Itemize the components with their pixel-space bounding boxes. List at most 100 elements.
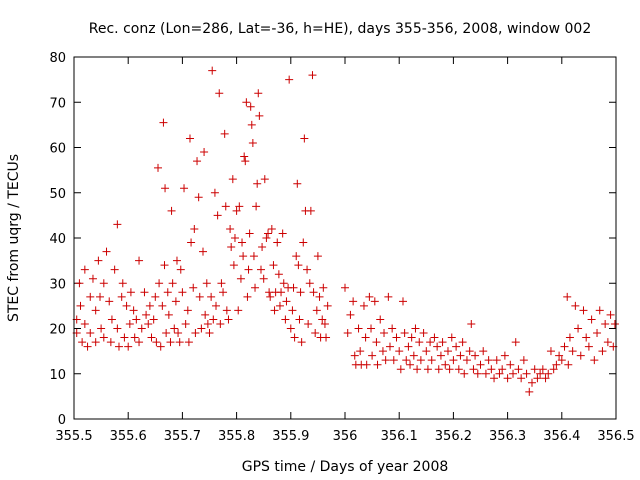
data-point (222, 306, 231, 315)
data-point (568, 347, 577, 356)
data-point (185, 134, 194, 143)
data-point (422, 347, 431, 356)
data-point (140, 288, 149, 297)
y-axis-label: STEC from uqrg / TECUs (6, 154, 22, 322)
data-point (370, 297, 379, 306)
data-point (576, 351, 585, 360)
data-point (598, 347, 607, 356)
data-point (511, 338, 520, 347)
data-point (239, 252, 248, 261)
chart-title: Rec. conz (Lon=286, Lat=-36, h=HE), days… (89, 21, 591, 37)
data-point (595, 306, 604, 315)
data-point (164, 310, 173, 319)
x-tick-label: 356.4 (543, 429, 580, 444)
data-point (241, 157, 250, 166)
data-point (151, 292, 160, 301)
data-point (234, 306, 243, 315)
data-point (91, 338, 100, 347)
data-point (286, 324, 295, 333)
data-point (191, 329, 200, 338)
data-point (560, 342, 569, 351)
data-point (409, 351, 418, 360)
data-point (430, 333, 439, 342)
data-point (565, 333, 574, 342)
data-point (601, 319, 610, 328)
data-point (135, 256, 144, 265)
data-point (216, 319, 225, 328)
data-point (557, 356, 566, 365)
data-point (113, 324, 122, 333)
data-point (170, 324, 179, 333)
data-point (86, 292, 95, 301)
data-point (155, 279, 164, 288)
data-point (372, 338, 381, 347)
data-point (254, 89, 263, 98)
data-point (217, 279, 226, 288)
data-point (402, 356, 411, 365)
data-point (346, 310, 355, 319)
data-point (484, 356, 493, 365)
data-point (406, 360, 415, 369)
y-tick-label: 20 (49, 323, 66, 338)
data-point (285, 75, 294, 84)
data-point (147, 333, 156, 342)
data-point (365, 292, 374, 301)
data-point (266, 292, 275, 301)
data-point (304, 319, 313, 328)
data-point (248, 138, 257, 147)
x-tick-label: 356.1 (381, 429, 418, 444)
x-tick-label: 356 (333, 429, 358, 444)
data-point (517, 374, 526, 383)
data-point (492, 356, 501, 365)
y-tick-label: 40 (49, 232, 66, 247)
data-point (536, 369, 545, 378)
data-point (282, 297, 291, 306)
data-point (269, 261, 278, 270)
data-point (161, 184, 170, 193)
data-point (258, 243, 267, 252)
data-point (229, 261, 238, 270)
data-point (447, 333, 456, 342)
y-axis-ticks: 0 10 20 30 40 50 60 70 80 (49, 51, 616, 428)
data-point (384, 292, 393, 301)
data-point (299, 238, 308, 247)
data-point (436, 351, 445, 360)
data-point (416, 356, 425, 365)
data-point (349, 297, 358, 306)
x-tick-label: 355.5 (55, 429, 92, 444)
data-point (149, 315, 158, 324)
data-point (190, 224, 199, 233)
data-point (226, 224, 235, 233)
data-point (294, 261, 303, 270)
y-tick-label: 50 (49, 187, 66, 202)
data-point (88, 274, 97, 283)
data-point (207, 292, 216, 301)
data-point (91, 306, 100, 315)
data-point (260, 175, 269, 184)
data-point (481, 369, 490, 378)
data-point (467, 319, 476, 328)
data-point (130, 333, 139, 342)
data-point (270, 306, 279, 315)
data-point (541, 374, 550, 383)
data-point (487, 365, 496, 374)
data-point (122, 301, 131, 310)
data-point (220, 129, 229, 138)
data-point (174, 329, 183, 338)
data-point (423, 365, 432, 374)
data-point (380, 329, 389, 338)
data-point (312, 306, 321, 315)
data-point (495, 369, 504, 378)
data-point (538, 365, 547, 374)
data-point (498, 365, 507, 374)
data-point (490, 374, 499, 383)
data-point (579, 306, 588, 315)
data-point (533, 374, 542, 383)
data-point (552, 360, 561, 369)
data-point (189, 283, 198, 292)
data-point (361, 333, 370, 342)
data-point (194, 193, 203, 202)
data-point (473, 369, 482, 378)
data-point (197, 324, 206, 333)
